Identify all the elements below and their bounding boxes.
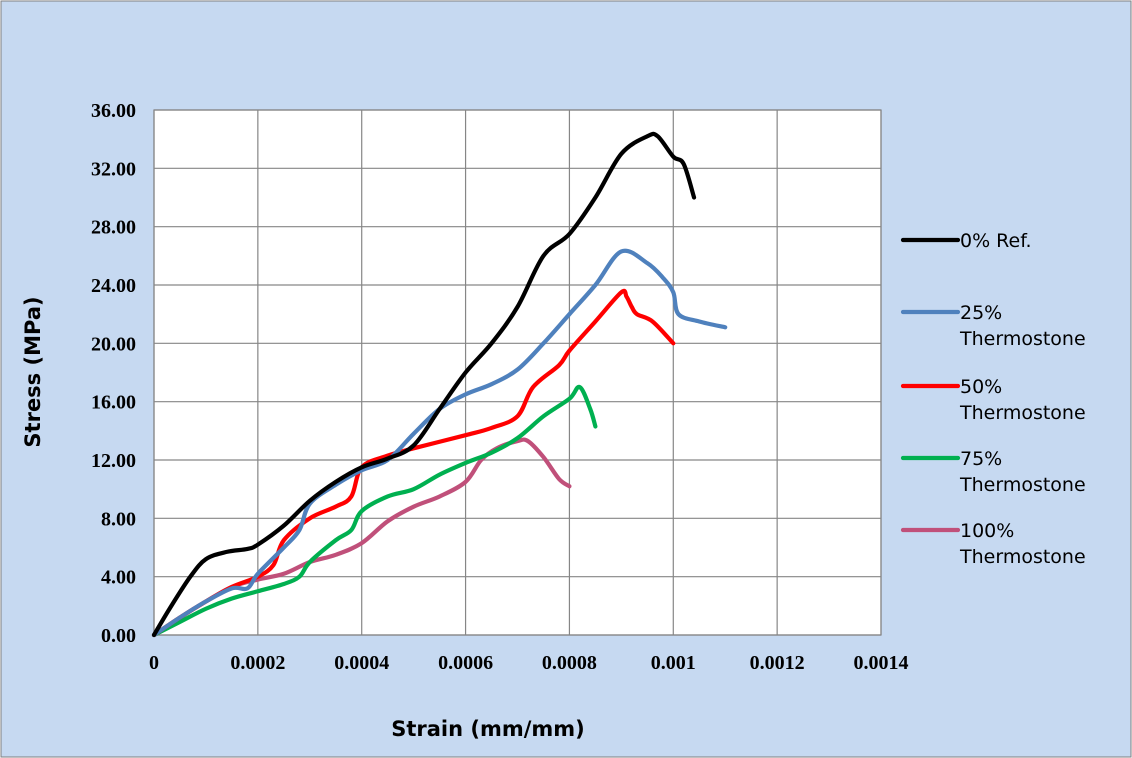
legend: 0% Ref. 25% Thermostone 50% Thermostone 75% Th…	[900, 230, 1086, 568]
x-tick-label: 0.0002	[230, 652, 285, 674]
legend-label: 100% Thermostone	[959, 520, 1086, 568]
y-tick-label: 4.00	[101, 567, 136, 589]
legend-label: 0% Ref.	[960, 230, 1032, 252]
legend-entry: 25% Thermostone	[900, 302, 1086, 350]
legend-entry: 0% Ref.	[900, 230, 1032, 252]
legend-entry: 50% Thermostone	[900, 376, 1086, 424]
y-tick-label: 28.00	[91, 217, 136, 239]
y-tick-label: 24.00	[91, 275, 136, 297]
legend-label: 25% Thermostone	[959, 302, 1086, 350]
series-line-2	[151, 288, 676, 638]
y-tick-label: 8.00	[101, 508, 136, 530]
plot-area	[154, 110, 881, 635]
y-tick-label: 12.00	[91, 450, 136, 472]
y-tick-label: 32.00	[91, 158, 136, 180]
legend-entry: 100% Thermostone	[900, 520, 1086, 568]
y-axis-title: Stress (MPa)	[21, 296, 45, 447]
y-tick-label: 16.00	[91, 392, 136, 414]
x-tick-label: 0.0004	[334, 652, 389, 674]
x-tick-label: 0.0006	[438, 652, 493, 674]
series-line-3	[151, 384, 598, 638]
x-tick-label: 0.0012	[750, 652, 805, 674]
x-axis-title: Strain (mm/mm)	[391, 717, 585, 741]
tick-labels: 0.00 4.00 8.00 12.00 16.00 20.00 24.00 28.00 32.…	[91, 100, 909, 674]
y-tick-label: 0.00	[101, 625, 136, 647]
x-tick-label: 0	[149, 652, 159, 674]
x-tick-label: 0.0014	[854, 652, 909, 674]
series-lines	[151, 131, 728, 638]
series-line-0	[151, 131, 697, 638]
x-tick-label: 0.0008	[542, 652, 597, 674]
y-tick-label: 20.00	[91, 333, 136, 355]
gridlines	[153, 109, 882, 636]
plot-frame	[153, 109, 882, 636]
legend-entry: 75% Thermostone	[900, 448, 1086, 496]
legend-label: 50% Thermostone	[959, 376, 1086, 424]
y-tick-label: 36.00	[91, 100, 136, 122]
x-tick-label: 0.001	[651, 652, 696, 674]
legend-label: 75% Thermostone	[959, 448, 1086, 496]
